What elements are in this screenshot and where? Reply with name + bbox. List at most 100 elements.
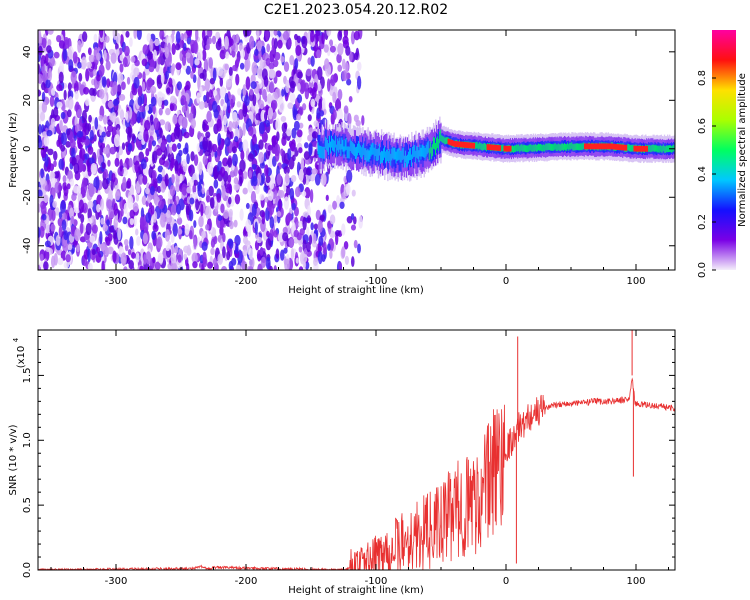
spectrogram-ridge xyxy=(652,144,654,152)
spectrogram-cell xyxy=(345,45,351,56)
spectrogram-frame xyxy=(37,29,676,271)
spectrogram-cell xyxy=(166,87,171,94)
spectrogram-ridge xyxy=(570,142,572,150)
spectrogram-cell xyxy=(65,141,71,148)
spectrogram-cell xyxy=(160,180,166,193)
spectrogram-cell xyxy=(251,203,257,217)
spectrogram-cell xyxy=(41,101,48,113)
spectrogram-ridge xyxy=(406,154,409,167)
spectrogram-cell xyxy=(246,244,251,255)
spectrogram-cell xyxy=(200,203,204,217)
spectrogram-cell xyxy=(148,64,155,73)
spectrogram-cell xyxy=(208,89,213,98)
spectrogram-cell xyxy=(269,81,275,94)
spectrogram-cell xyxy=(198,101,205,110)
spectrogram-cell xyxy=(338,261,343,270)
spectrogram-ridge xyxy=(383,148,385,161)
spectrogram-ridge xyxy=(345,138,347,150)
spectrogram-cell xyxy=(145,251,152,265)
spectrogram-cell xyxy=(291,127,297,139)
spectrogram-ridge xyxy=(413,145,415,158)
spectrogram-cell xyxy=(183,245,190,254)
spectrogram-cell xyxy=(225,51,230,59)
spectrogram-cell xyxy=(186,36,192,45)
spectrogram-cell xyxy=(77,61,82,69)
spectrogram-ridge xyxy=(425,144,428,157)
spectrogram-ridge xyxy=(339,137,341,150)
spectrogram-cell xyxy=(174,245,179,254)
spectrogram-ridge xyxy=(405,155,408,168)
spectrogram-ridge xyxy=(319,145,321,158)
spectrogram-cell xyxy=(289,55,295,66)
spectrogram-cell xyxy=(201,49,207,61)
spectrogram-cell xyxy=(160,215,166,228)
spectrogram-cell xyxy=(170,253,177,264)
spectrogram-cell xyxy=(268,69,274,79)
spectrogram-cell xyxy=(298,168,304,182)
spectrogram-cell xyxy=(78,199,85,214)
spectrogram-cell xyxy=(48,67,53,82)
spectrogram-ridge xyxy=(355,135,358,157)
spectrogram-cell xyxy=(223,125,228,133)
spectrogram-cell xyxy=(59,61,64,73)
spectrogram-cell xyxy=(177,228,183,235)
spectrogram-cell xyxy=(67,109,72,118)
spectrogram-ridge xyxy=(553,143,555,151)
spectrogram-cell xyxy=(70,70,77,84)
spectrogram-cell xyxy=(240,149,245,161)
spectrogram-peak xyxy=(638,145,641,152)
spectrogram-cell xyxy=(131,251,136,259)
spectrogram-cell xyxy=(337,64,343,72)
spectrogram-peak xyxy=(508,145,511,152)
spectrogram-cell xyxy=(239,176,243,187)
spectrogram-cell xyxy=(69,138,76,149)
spectrogram-cell xyxy=(157,56,161,65)
spectrogram-cell xyxy=(302,211,309,218)
spectrogram-ridge xyxy=(413,147,415,169)
spectrogram-cell xyxy=(323,44,329,53)
spectrogram-cell xyxy=(53,51,60,59)
spectrogram-cell xyxy=(98,64,105,77)
spectrogram-cell xyxy=(259,162,266,169)
spectrogram-peak xyxy=(636,145,638,152)
spectrogram-cell xyxy=(244,59,249,73)
spectrogram-ridge xyxy=(324,136,327,149)
spectrogram-cell xyxy=(210,247,215,256)
spectrogram-cell xyxy=(43,135,50,147)
spectrogram-cell xyxy=(300,157,305,171)
spectrogram-cell xyxy=(265,175,271,184)
spectrogram-peak xyxy=(617,144,620,150)
spectrogram-cell xyxy=(348,51,353,62)
spectrogram-ridge xyxy=(430,147,433,160)
snr-yscale: (x10 4 xyxy=(12,337,27,368)
spectrogram-cell xyxy=(332,109,337,121)
spectrogram-cell xyxy=(123,266,128,270)
spectrogram-cell xyxy=(297,71,303,79)
spectrogram-cell xyxy=(231,146,237,154)
spectrogram-ridge xyxy=(386,149,388,162)
spectrogram-ridge xyxy=(351,142,354,154)
spectrogram-cell xyxy=(95,246,101,254)
spectrogram-cell xyxy=(235,33,240,44)
spectrogram-cell xyxy=(189,54,194,67)
spectrogram-cell xyxy=(264,164,269,177)
spectrogram-cell xyxy=(287,38,292,48)
spectrogram-peak xyxy=(620,144,622,151)
spectrogram-peak xyxy=(489,144,491,151)
spectrogram-cell xyxy=(125,30,130,38)
spectrogram-cell xyxy=(288,238,295,248)
spectrogram-cell xyxy=(121,30,126,36)
spectrogram-cell xyxy=(141,58,148,67)
spectrogram-cell xyxy=(205,195,211,203)
spectrogram-cell xyxy=(51,209,56,222)
spectrogram-cell xyxy=(108,225,115,233)
spectrogram-cell xyxy=(316,66,323,81)
spectrogram-peak xyxy=(593,143,595,150)
spectrogram-cell xyxy=(308,234,313,245)
spectrogram-ridge xyxy=(402,147,405,160)
spectrogram-cell xyxy=(221,184,226,199)
spectrogram-ridge xyxy=(556,144,559,152)
spectrogram-cell xyxy=(276,173,282,186)
spectrogram-cell xyxy=(119,63,124,73)
